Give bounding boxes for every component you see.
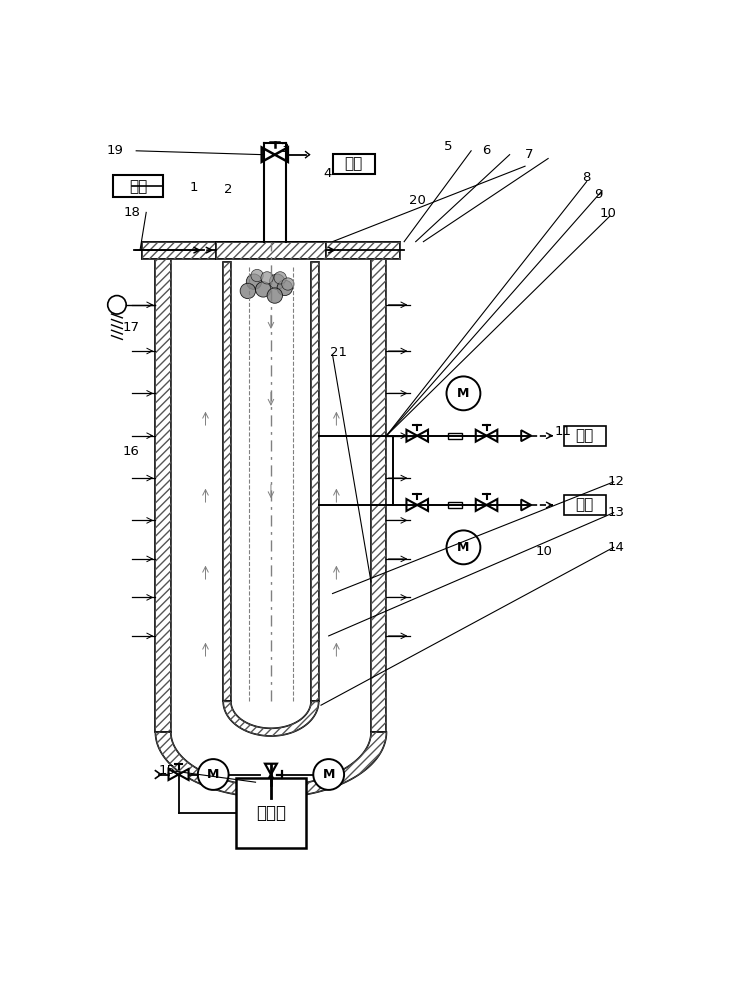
Circle shape — [240, 283, 255, 299]
Bar — [216, 242, 326, 259]
Text: 9: 9 — [594, 188, 602, 201]
Polygon shape — [521, 499, 531, 511]
Polygon shape — [475, 430, 486, 442]
Text: 10: 10 — [536, 545, 553, 558]
Text: 8: 8 — [582, 171, 591, 184]
Text: 21: 21 — [330, 346, 347, 359]
Polygon shape — [475, 499, 486, 511]
Text: 12: 12 — [607, 475, 624, 488]
Text: 2: 2 — [224, 183, 233, 196]
Text: 20: 20 — [408, 194, 425, 207]
Text: M: M — [457, 541, 470, 554]
Circle shape — [277, 280, 292, 296]
Polygon shape — [265, 774, 277, 785]
Polygon shape — [417, 430, 428, 442]
Text: 18: 18 — [124, 206, 141, 219]
Text: 产物: 产物 — [576, 497, 594, 512]
Text: 1: 1 — [190, 181, 198, 194]
Circle shape — [251, 269, 263, 282]
Text: 4: 4 — [323, 167, 331, 180]
Text: 3: 3 — [280, 142, 289, 155]
Text: 废液: 废液 — [129, 179, 147, 194]
Text: 7: 7 — [525, 148, 533, 161]
Polygon shape — [406, 430, 417, 442]
Text: 17: 17 — [122, 321, 139, 334]
Text: 氧气: 氧气 — [344, 156, 363, 171]
Circle shape — [247, 274, 262, 289]
Circle shape — [447, 530, 481, 564]
Circle shape — [447, 376, 481, 410]
Bar — [223, 262, 231, 701]
Text: 14: 14 — [607, 541, 624, 554]
Bar — [223, 262, 231, 701]
Text: 排盐釜: 排盐釜 — [256, 804, 286, 822]
Polygon shape — [406, 499, 417, 511]
Bar — [564, 426, 606, 446]
Text: 5: 5 — [444, 140, 453, 153]
Bar — [216, 242, 326, 259]
Polygon shape — [155, 732, 386, 798]
Polygon shape — [169, 769, 179, 780]
Circle shape — [107, 296, 126, 314]
Text: 10: 10 — [600, 207, 617, 220]
Bar — [155, 259, 171, 732]
Bar — [141, 242, 400, 259]
Bar — [333, 154, 375, 174]
Circle shape — [274, 272, 286, 284]
Text: M: M — [322, 768, 335, 781]
Text: 6: 6 — [482, 144, 491, 157]
Text: M: M — [457, 387, 470, 400]
Polygon shape — [262, 147, 275, 162]
Circle shape — [198, 759, 229, 790]
Circle shape — [267, 288, 283, 303]
Bar — [236, 778, 305, 848]
Polygon shape — [265, 764, 277, 774]
Bar — [448, 502, 462, 508]
Polygon shape — [486, 499, 498, 511]
Bar — [311, 262, 319, 701]
Text: 19: 19 — [107, 144, 124, 157]
Circle shape — [282, 278, 294, 290]
Polygon shape — [179, 769, 188, 780]
Bar — [564, 495, 606, 515]
Bar — [311, 262, 319, 701]
Text: 15: 15 — [158, 764, 175, 777]
Bar — [371, 259, 386, 732]
Bar — [448, 433, 462, 439]
Text: M: M — [207, 768, 219, 781]
Polygon shape — [417, 499, 428, 511]
Text: 产物: 产物 — [576, 428, 594, 443]
Circle shape — [255, 282, 271, 297]
Polygon shape — [275, 147, 288, 162]
Polygon shape — [223, 701, 319, 736]
Bar — [113, 175, 163, 197]
Bar — [155, 259, 171, 732]
Polygon shape — [521, 430, 531, 441]
Circle shape — [314, 759, 344, 790]
Polygon shape — [486, 430, 498, 442]
Bar — [141, 242, 400, 259]
Circle shape — [269, 274, 285, 289]
Circle shape — [261, 272, 273, 284]
Text: 11: 11 — [555, 425, 572, 438]
Text: 16: 16 — [122, 445, 139, 458]
Bar — [371, 259, 386, 732]
Text: 13: 13 — [607, 506, 624, 519]
